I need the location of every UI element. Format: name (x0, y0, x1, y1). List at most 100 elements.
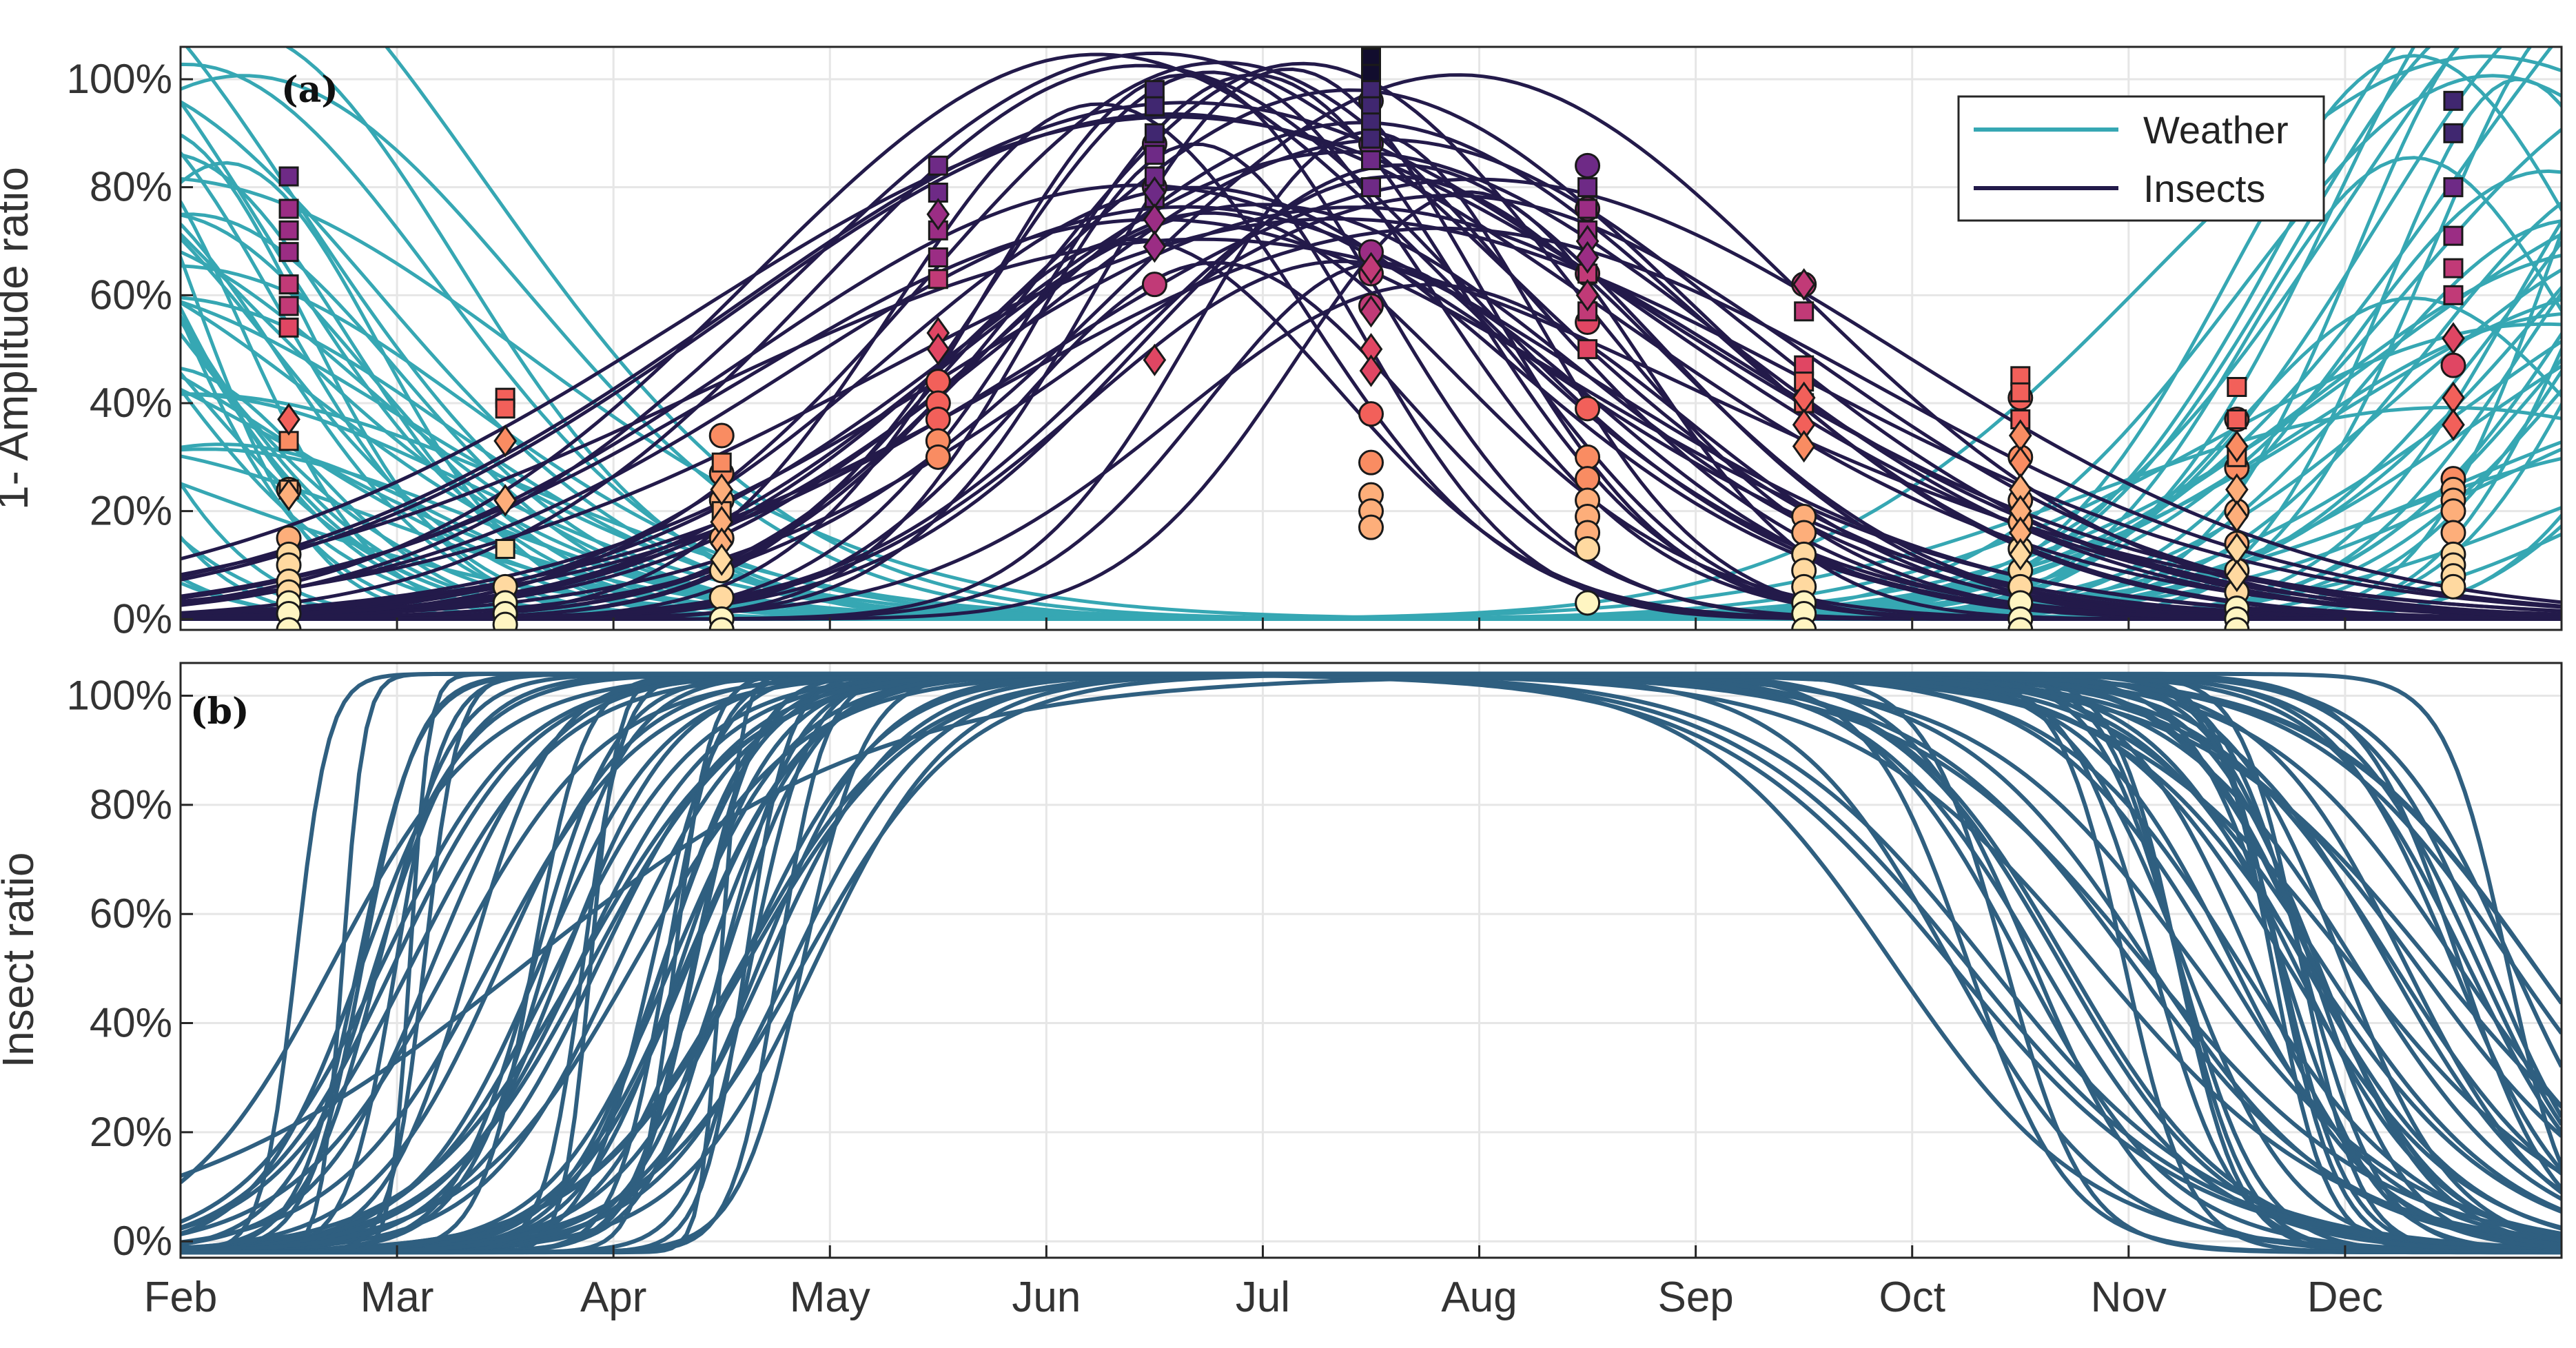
y-tick-label-a: 80% (90, 164, 172, 210)
marker-circle (1141, 272, 1167, 298)
x-tick-label: May (790, 1274, 870, 1321)
marker-square (278, 166, 299, 187)
marker-diamond (710, 543, 734, 576)
marker-circle (2224, 617, 2250, 630)
x-tick-label: Aug (1441, 1274, 1517, 1321)
insect-curve (181, 217, 2562, 609)
marker-diamond (2442, 322, 2465, 355)
amplitude-ratio-panel: 0% 20% 40% 60% 80% 100% 1- Amplitude ratio (a… (0, 45, 2563, 642)
panel-label-a: (a) (281, 69, 338, 111)
insect-curve (181, 226, 2562, 615)
x-tick-label: Mar (360, 1274, 434, 1321)
marker-square (1577, 177, 1598, 198)
marker-circle (708, 617, 735, 630)
marker-diamond (2225, 560, 2249, 593)
marker-circle (925, 407, 951, 432)
marker-circle (492, 611, 518, 630)
marker-square (1361, 150, 1381, 170)
marker-circle (1575, 536, 1601, 562)
insect-ratio-panel: 0% 20% 40% 60% 80% 100% Insect ratio (b) (0, 662, 2563, 1264)
marker-diamond (1792, 268, 1816, 301)
marker-circle (925, 369, 951, 395)
marker-circle (1791, 617, 1817, 630)
x-tick-label: Feb (144, 1274, 218, 1321)
marker-square (2010, 382, 2031, 402)
observation-markers (276, 48, 2466, 630)
marker-diamond (2442, 408, 2465, 441)
x-tick-label: Oct (1879, 1274, 1945, 1321)
marker-square (2443, 177, 2464, 198)
x-axis: Feb Mar Apr May Jun Jul Aug Sep Oct Nov Dec (144, 617, 2383, 1321)
marker-square (278, 317, 299, 338)
y-tick-label-a: 100% (67, 56, 172, 102)
marker-square (1144, 123, 1165, 143)
marker-square (1361, 128, 1381, 149)
marker-diamond (493, 484, 517, 517)
marker-square (495, 539, 515, 559)
marker-square (2443, 123, 2464, 143)
marker-square (2227, 409, 2247, 429)
insect-ratio-curve (181, 671, 2562, 1252)
marker-square (1361, 80, 1381, 101)
marker-circle (2440, 520, 2466, 546)
marker-diamond (277, 478, 300, 511)
marker-square (278, 198, 299, 219)
marker-circle (1575, 444, 1601, 470)
marker-square (278, 220, 299, 241)
marker-diamond (1359, 295, 1383, 328)
marker-diamond (926, 198, 950, 231)
x-tick-label: Apr (580, 1274, 646, 1321)
marker-square (1361, 96, 1381, 116)
marker-diamond (1143, 230, 1167, 263)
marker-circle (276, 617, 302, 630)
marker-diamond (710, 473, 734, 506)
marker-diamond (2225, 430, 2249, 463)
marker-square (1361, 177, 1381, 198)
y-tick-label-b: 60% (90, 890, 172, 937)
marker-diamond (1359, 252, 1383, 285)
y-tick-label-b: 100% (67, 673, 172, 719)
marker-circle (1358, 449, 1384, 476)
y-tick-label-b: 0% (112, 1218, 172, 1264)
axes-box-b (179, 662, 2563, 1259)
y-tick-label-a: 0% (112, 595, 172, 642)
marker-square (928, 155, 948, 176)
marker-circle (2440, 352, 2466, 378)
y-tick-label-a: 40% (90, 380, 172, 426)
y-tick-label-a: 60% (90, 272, 172, 318)
y-tick-label-b: 40% (90, 1000, 172, 1046)
marker-square (278, 242, 299, 263)
legend-label-weather: Weather (2143, 108, 2289, 152)
marker-circle (2440, 573, 2466, 600)
marker-diamond (1575, 278, 1599, 312)
marker-circle (708, 584, 735, 611)
marker-diamond (1143, 343, 1167, 376)
marker-diamond (277, 402, 300, 436)
plot-area-b (181, 663, 2562, 1258)
marker-circle (1575, 590, 1601, 616)
marker-diamond (493, 425, 517, 458)
x-tick-label: Jul (1236, 1274, 1290, 1321)
marker-square (278, 296, 299, 316)
marker-square (495, 398, 515, 419)
y-axis-a: 0% 20% 40% 60% 80% 100% (67, 56, 193, 642)
x-tick-label: Jun (1012, 1274, 1081, 1321)
legend-label-insects: Insects (2143, 167, 2265, 210)
marker-square (1577, 339, 1598, 360)
y-tick-label-b: 80% (90, 782, 172, 828)
marker-diamond (2008, 538, 2032, 571)
marker-square (711, 452, 732, 473)
marker-circle (1575, 466, 1601, 492)
axes-box-a (179, 45, 2563, 631)
marker-circle (1575, 396, 1601, 422)
marker-square (1794, 301, 1815, 322)
marker-square (1361, 48, 1381, 68)
marker-square (2443, 258, 2464, 278)
x-tick-label: Sep (1657, 1274, 1733, 1321)
marker-square (2443, 285, 2464, 305)
marker-circle (1791, 520, 1817, 546)
x-tick-label: Dec (2307, 1274, 2383, 1321)
marker-circle (2440, 498, 2466, 524)
marker-square (928, 247, 948, 267)
legend: Weather Insects (1957, 95, 2325, 222)
